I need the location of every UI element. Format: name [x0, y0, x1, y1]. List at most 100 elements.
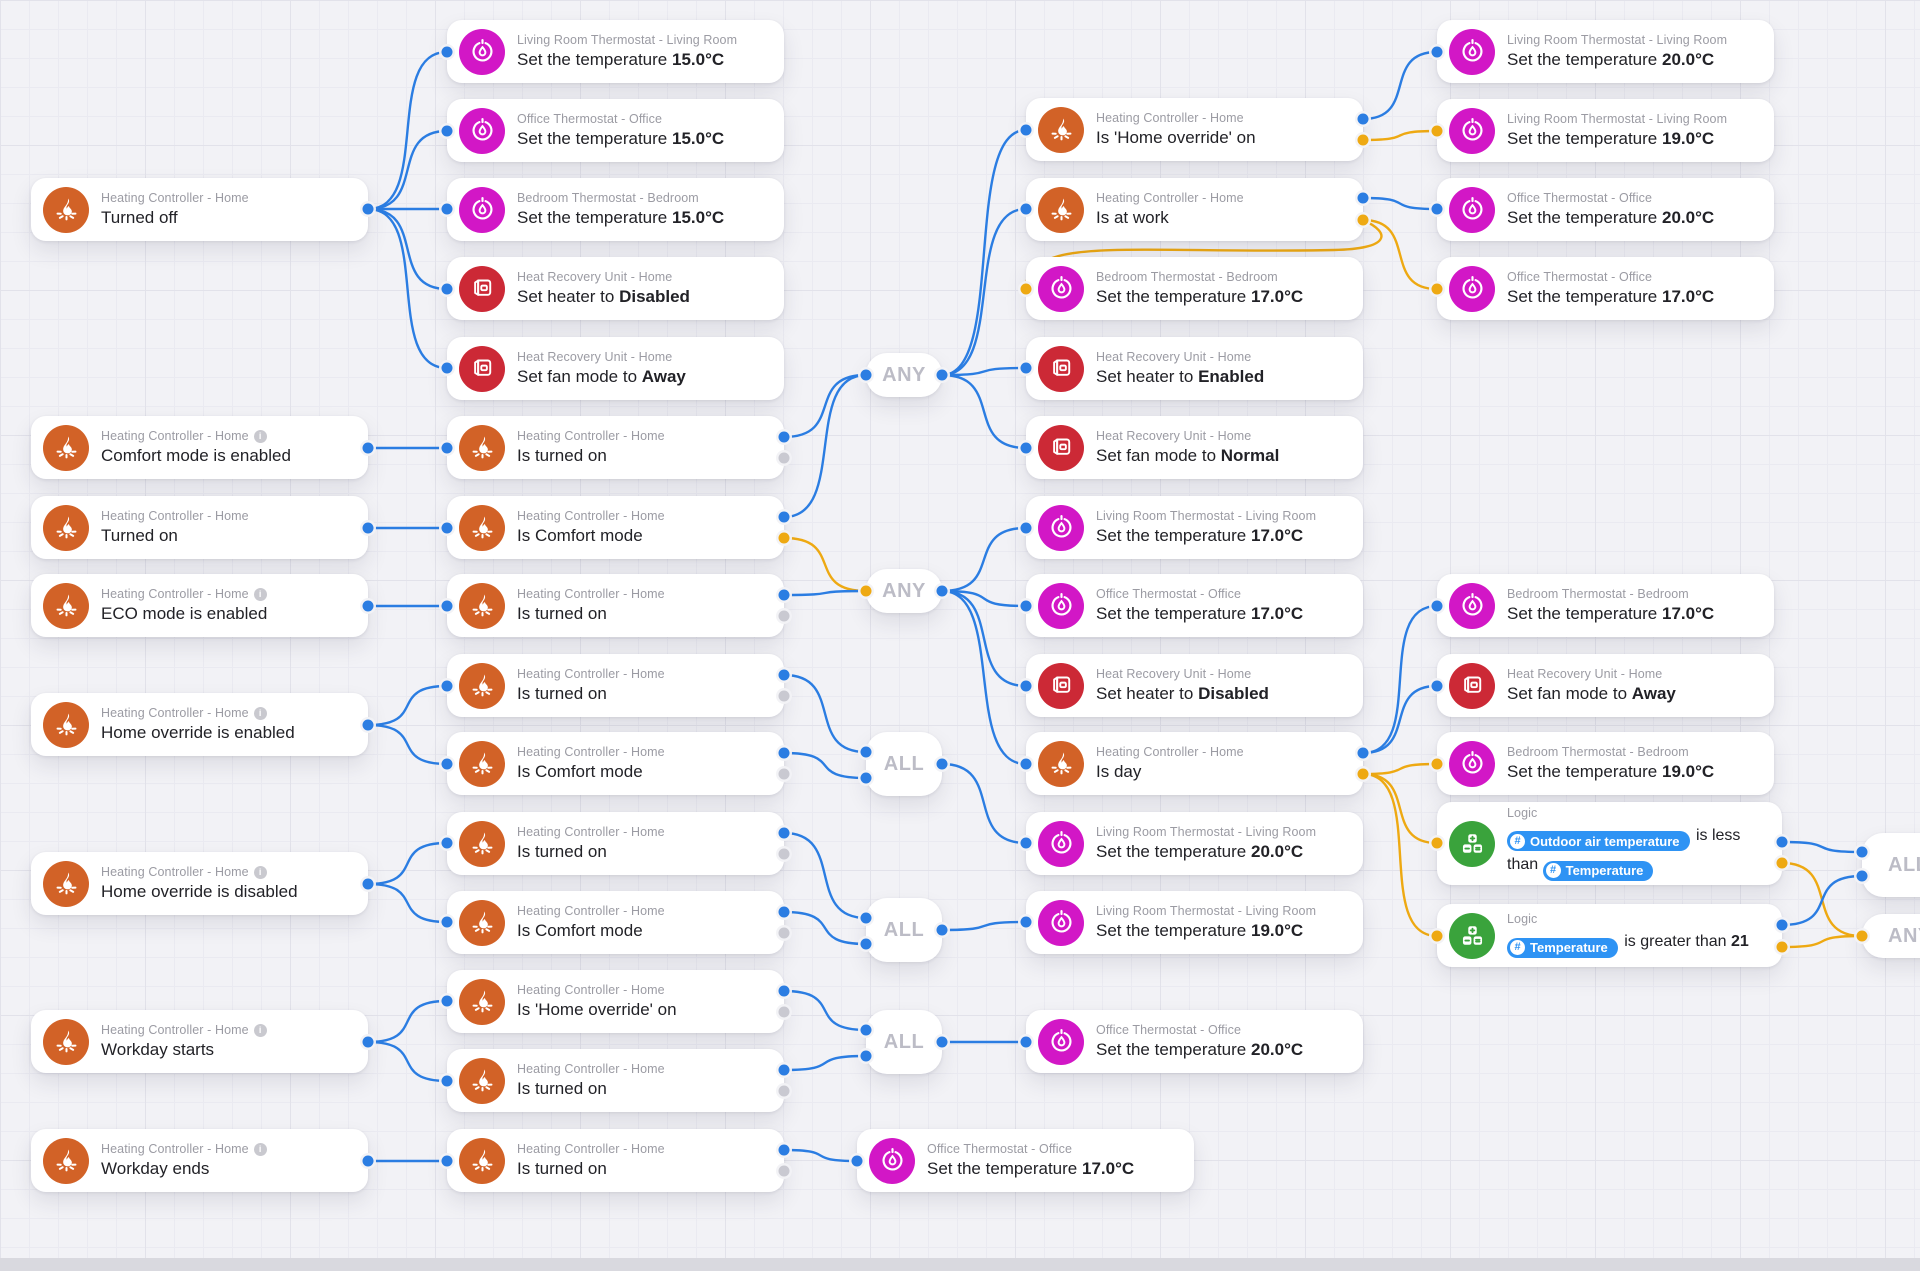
connection-dot[interactable]	[441, 362, 453, 374]
connection-dot[interactable]	[441, 203, 453, 215]
flow-card-action-office-temp-20-a[interactable]: Office Thermostat - Office Set the temper…	[1026, 1010, 1363, 1073]
connection-dot[interactable]	[441, 46, 453, 58]
connection-dot[interactable]	[1020, 680, 1032, 692]
info-icon[interactable]: i	[253, 706, 267, 720]
connection-dot[interactable]	[936, 924, 948, 936]
connection-dot[interactable]	[936, 585, 948, 597]
connection-dot[interactable]	[441, 600, 453, 612]
info-icon[interactable]: i	[253, 865, 267, 879]
connection-dot[interactable]	[778, 431, 790, 443]
connection-dot[interactable]	[1020, 522, 1032, 534]
connection-dot[interactable]	[860, 1050, 872, 1062]
connection-dot[interactable]	[1357, 214, 1369, 226]
connection-dot[interactable]	[778, 848, 790, 860]
connection-dot[interactable]	[1431, 46, 1443, 58]
wire[interactable]	[366, 723, 449, 766]
flow-card-trigger-turned-on[interactable]: Heating Controller - Home Turned on	[31, 496, 368, 559]
gate-any-3[interactable]: ANY	[1862, 914, 1920, 958]
wire[interactable]	[1361, 50, 1439, 121]
connection-dot[interactable]	[778, 1006, 790, 1018]
flow-card-trigger-eco-mode-enabled[interactable]: Heating Controller - Home i ECO mode is en…	[31, 574, 368, 637]
connection-dot[interactable]	[1776, 857, 1788, 869]
flow-card-logic-temp-greater-than-21[interactable]: Logic # Temperature is greater than 21	[1437, 904, 1782, 967]
flow-card-action-living-temp-20-b[interactable]: Living Room Thermostat - Living Room Set …	[1437, 20, 1774, 83]
wire[interactable]	[1361, 762, 1439, 776]
connection-dot[interactable]	[860, 369, 872, 381]
flow-card-action-fan-normal[interactable]: Heat Recovery Unit - Home Set fan mode to…	[1026, 416, 1363, 479]
flow-card-cond-is-turned-on-4[interactable]: Heating Controller - Home Is turned on	[447, 812, 784, 875]
flow-card-trigger-home-override-disabled[interactable]: Heating Controller - Home i Home override …	[31, 852, 368, 915]
connection-dot[interactable]	[936, 369, 948, 381]
flow-card-cond-is-home-override-on-2[interactable]: Heating Controller - Home Is 'Home overri…	[1026, 98, 1363, 161]
flow-card-cond-is-comfort-mode-3[interactable]: Heating Controller - Home Is Comfort mode	[447, 891, 784, 954]
connection-dot[interactable]	[1431, 930, 1443, 942]
connection-dot[interactable]	[860, 772, 872, 784]
connection-dot[interactable]	[1776, 941, 1788, 953]
wire[interactable]	[1780, 874, 1864, 927]
flow-card-action-bedroom-temp-17-a[interactable]: Bedroom Thermostat - Bedroom Set the temp…	[1026, 257, 1363, 320]
connection-dot[interactable]	[778, 669, 790, 681]
flow-card-action-office-temp-17-c[interactable]: Office Thermostat - Office Set the temper…	[1437, 257, 1774, 320]
connection-dot[interactable]	[1020, 837, 1032, 849]
wire[interactable]	[782, 989, 868, 1032]
connection-dot[interactable]	[441, 1075, 453, 1087]
wire[interactable]	[1361, 772, 1439, 938]
connection-dot[interactable]	[778, 589, 790, 601]
wire[interactable]	[1361, 604, 1439, 755]
flow-card-action-living-temp-17[interactable]: Living Room Thermostat - Living Room Set …	[1026, 496, 1363, 559]
connection-dot[interactable]	[1020, 362, 1032, 374]
wire[interactable]	[782, 751, 868, 780]
connection-dot[interactable]	[778, 1165, 790, 1177]
connection-dot[interactable]	[1357, 768, 1369, 780]
scrollbar-horizontal[interactable]	[0, 1258, 1920, 1271]
wire[interactable]	[366, 841, 449, 886]
info-icon[interactable]: i	[253, 429, 267, 443]
connection-dot[interactable]	[441, 522, 453, 534]
flow-card-action-fan-away-2[interactable]: Heat Recovery Unit - Home Set fan mode to…	[1437, 654, 1774, 717]
wire[interactable]	[1361, 684, 1439, 755]
connection-dot[interactable]	[1020, 758, 1032, 770]
connection-dot[interactable]	[1776, 836, 1788, 848]
flow-card-cond-is-turned-on-2[interactable]: Heating Controller - Home Is turned on	[447, 574, 784, 637]
connection-dot[interactable]	[362, 522, 374, 534]
connection-dot[interactable]	[441, 1155, 453, 1167]
wire[interactable]	[782, 1148, 859, 1163]
wire[interactable]	[940, 128, 1028, 377]
connection-dot[interactable]	[1856, 870, 1868, 882]
connection-dot[interactable]	[1856, 930, 1868, 942]
connection-dot[interactable]	[778, 768, 790, 780]
flow-card-cond-is-at-work[interactable]: Heating Controller - Home Is at work	[1026, 178, 1363, 241]
wire[interactable]	[366, 207, 449, 370]
flow-card-logic-outdoor-less-than-temp[interactable]: Logic # Outdoor air temperature is less th…	[1437, 802, 1782, 885]
connection-dot[interactable]	[362, 600, 374, 612]
wire[interactable]	[940, 589, 1028, 688]
connection-dot[interactable]	[778, 985, 790, 997]
flow-card-cond-is-home-override-on-1[interactable]: Heating Controller - Home Is 'Home overri…	[447, 970, 784, 1033]
connection-dot[interactable]	[1357, 113, 1369, 125]
flow-card-cond-is-turned-on-5[interactable]: Heating Controller - Home Is turned on	[447, 1049, 784, 1112]
wire[interactable]	[940, 589, 1028, 608]
flow-card-trigger-home-override-enabled[interactable]: Heating Controller - Home i Home override …	[31, 693, 368, 756]
connection-dot[interactable]	[778, 1085, 790, 1097]
wire[interactable]	[940, 920, 1028, 932]
flow-card-action-heater-enabled[interactable]: Heat Recovery Unit - Home Set heater to E…	[1026, 337, 1363, 400]
connection-dot[interactable]	[778, 690, 790, 702]
connection-dot[interactable]	[778, 511, 790, 523]
flow-card-action-bedroom-temp-19[interactable]: Bedroom Thermostat - Bedroom Set the temp…	[1437, 732, 1774, 795]
info-icon[interactable]: i	[253, 1142, 267, 1156]
connection-dot[interactable]	[860, 912, 872, 924]
flow-card-cond-is-turned-on-1[interactable]: Heating Controller - Home Is turned on	[447, 416, 784, 479]
connection-dot[interactable]	[778, 452, 790, 464]
connection-dot[interactable]	[441, 995, 453, 1007]
connection-dot[interactable]	[1431, 758, 1443, 770]
connection-dot[interactable]	[1020, 442, 1032, 454]
wire[interactable]	[1361, 196, 1439, 211]
wire[interactable]	[366, 999, 449, 1044]
wire[interactable]	[782, 831, 868, 920]
gate-all-1[interactable]: ALL	[866, 732, 942, 796]
connection-dot[interactable]	[778, 610, 790, 622]
connection-dot[interactable]	[1020, 283, 1032, 295]
connection-dot[interactable]	[362, 442, 374, 454]
connection-dot[interactable]	[1020, 1036, 1032, 1048]
connection-dot[interactable]	[362, 1155, 374, 1167]
